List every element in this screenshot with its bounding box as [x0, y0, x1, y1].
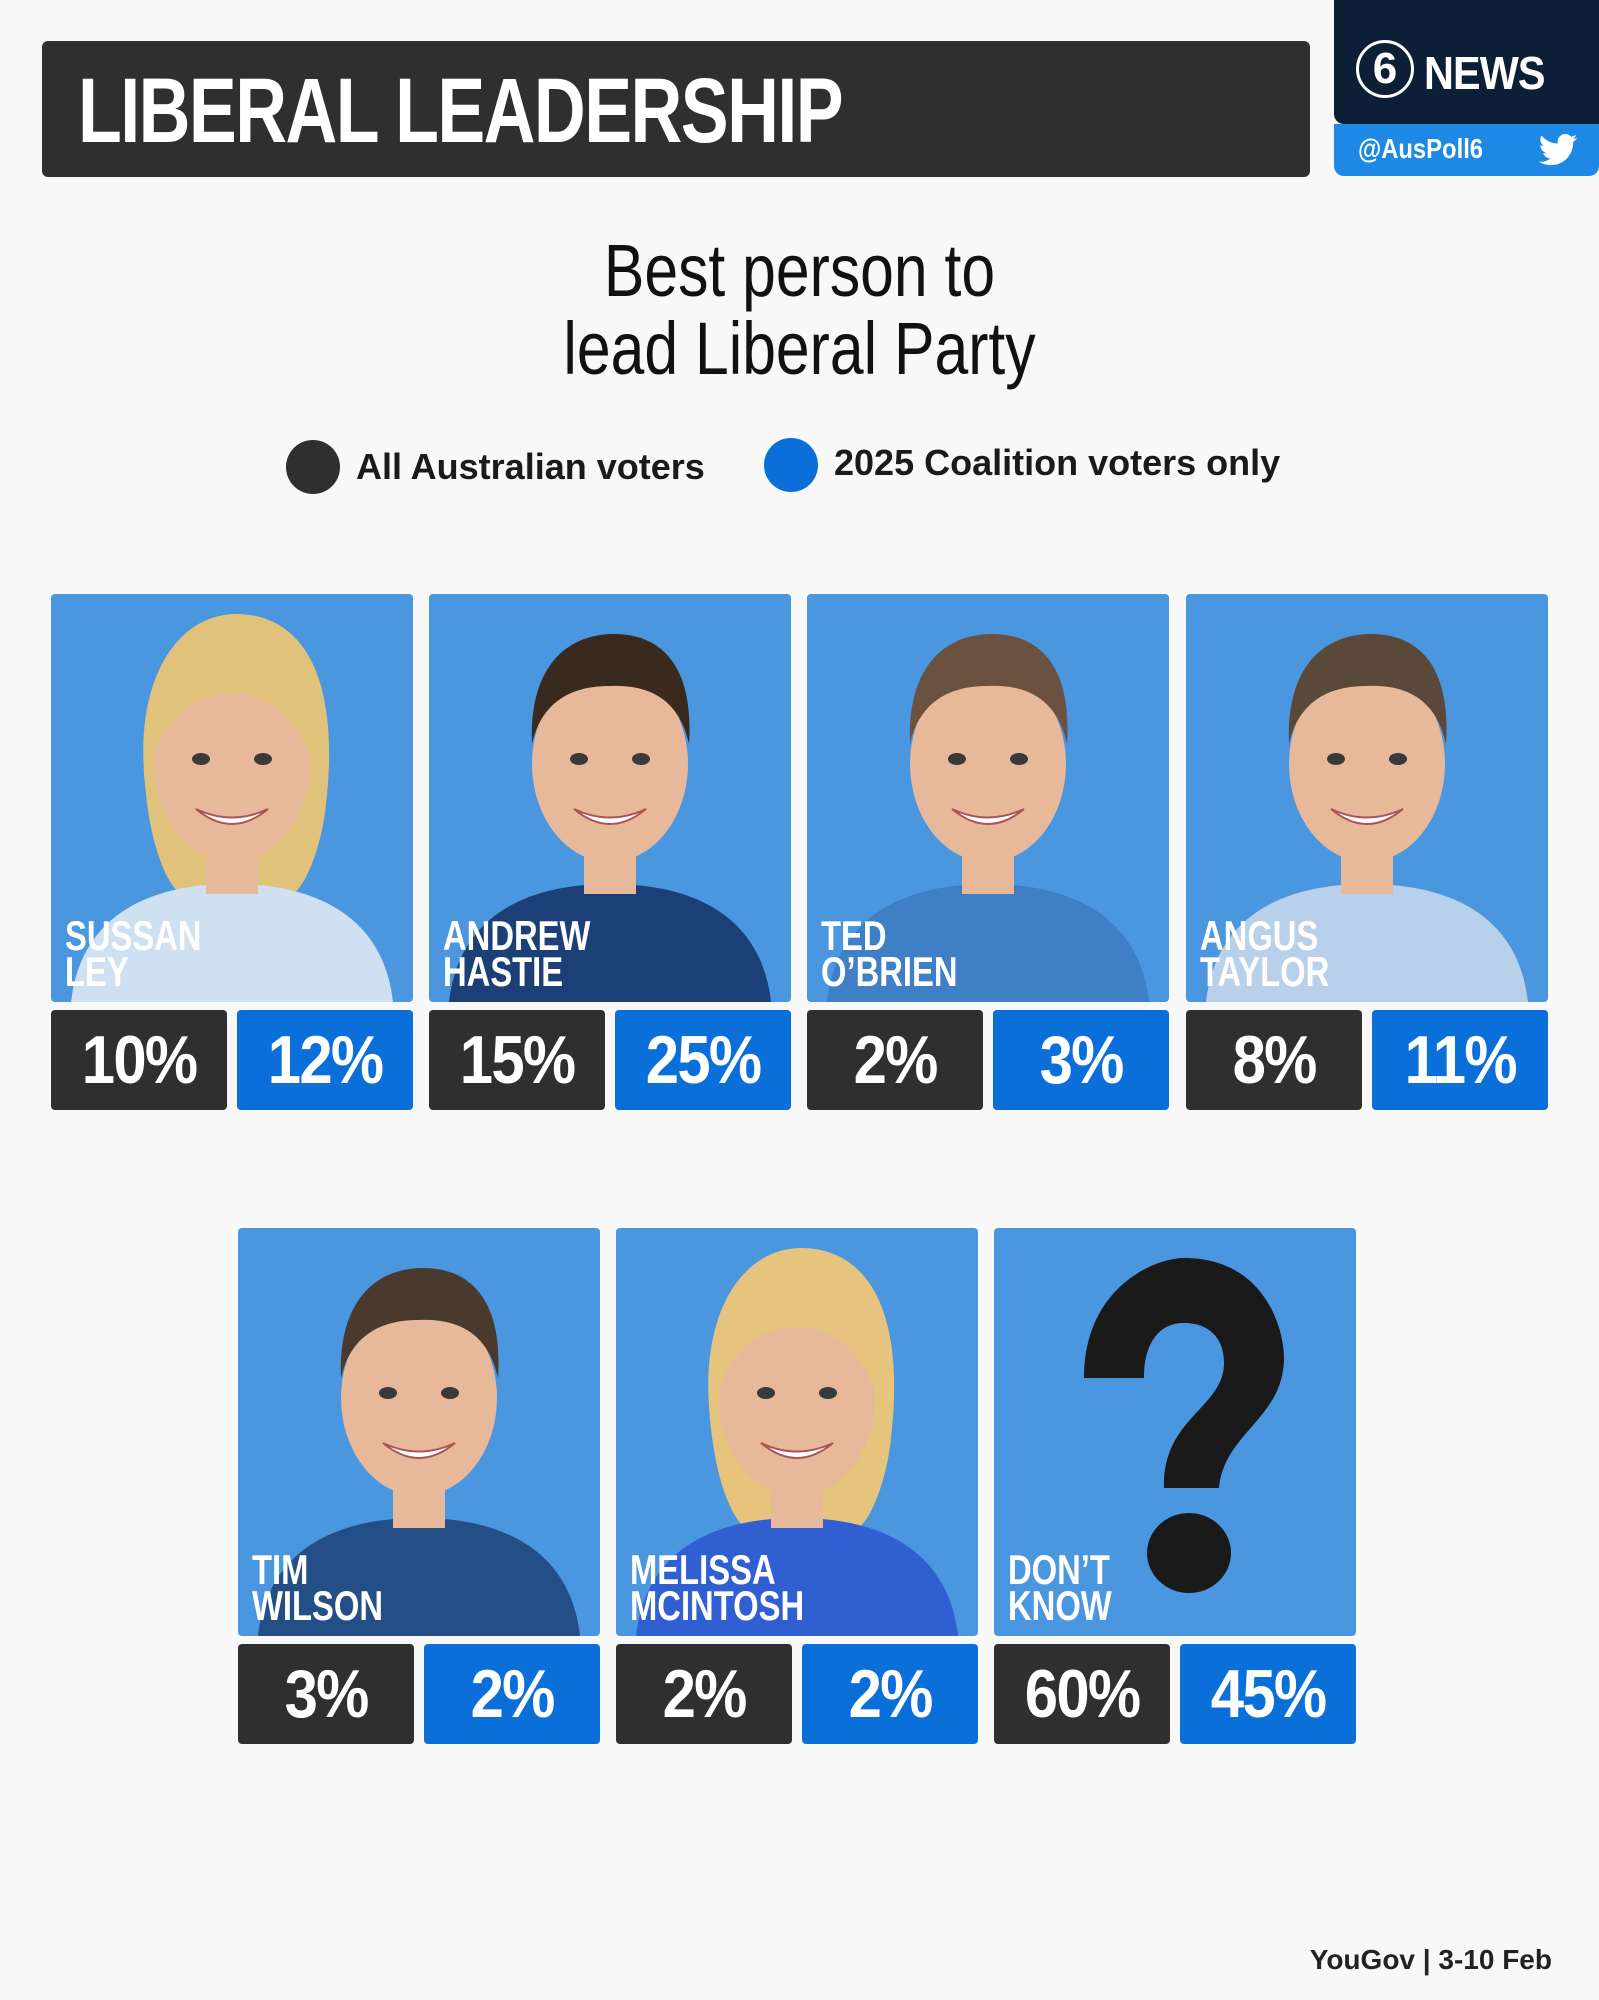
portrait-image [827, 634, 1149, 1002]
candidate-first-name: TED [821, 912, 887, 959]
all-voters-value: 2% [616, 1644, 792, 1744]
all-voters-value-text: 2% [662, 1656, 748, 1732]
candidate-last-name: KNOW [1008, 1582, 1112, 1629]
question-mark-icon [1084, 1258, 1284, 1593]
portrait-image [71, 614, 393, 1002]
coalition-voters-value: 45% [1180, 1644, 1356, 1744]
candidate-name: SUSSAN LEY [65, 912, 202, 995]
candidate-photo: ANGUS TAYLOR [1186, 594, 1548, 1002]
candidate-first-name: DON’T [1008, 1546, 1110, 1593]
coalition-voters-value-text: 45% [1210, 1656, 1327, 1732]
legend-dot-coalition-voters [764, 438, 818, 492]
all-voters-value-text: 8% [1232, 1022, 1318, 1098]
candidate-last-name: O’BRIEN [821, 948, 958, 995]
coalition-voters-value: 12% [237, 1010, 413, 1110]
legend: All Australian voters 2025 Coalition vot… [0, 436, 1599, 496]
candidate-name: MELISSA MCINTOSH [630, 1546, 805, 1629]
candidate-name: ANGUS TAYLOR [1200, 912, 1330, 995]
all-voters-value: 2% [807, 1010, 983, 1110]
portrait-image [449, 634, 771, 1002]
candidate-name: DON’T KNOW [1008, 1546, 1112, 1629]
coalition-voters-value-text: 3% [1039, 1022, 1125, 1098]
page-title: LIBERAL LEADERSHIP [78, 60, 844, 162]
source-note: YouGov | 3-10 Feb [1309, 1944, 1552, 1975]
coalition-voters-value-text: 12% [267, 1022, 384, 1098]
coalition-voters-value-text: 2% [470, 1656, 556, 1732]
candidate-last-name: TAYLOR [1200, 948, 1330, 995]
header-banner: LIBERAL LEADERSHIP [42, 41, 1310, 177]
portrait-image [636, 1248, 958, 1636]
coalition-voters-value: 25% [615, 1010, 791, 1110]
all-voters-value: 8% [1186, 1010, 1362, 1110]
candidate-last-name: WILSON [252, 1582, 384, 1629]
brand-logo: 6 NEWS @AusPoll6 [1334, 0, 1599, 176]
chart-title: Best person to lead Liberal Party [0, 232, 1599, 388]
all-voters-value-text: 3% [284, 1656, 370, 1732]
twitter-bird-icon [1538, 134, 1578, 166]
candidate-name: ANDREW HASTIE [443, 912, 591, 995]
portrait-image [1206, 634, 1528, 1002]
candidate-photo: ANDREW HASTIE [429, 594, 791, 1002]
legend-dot-all-voters [286, 440, 340, 494]
candidate-first-name: ANGUS [1200, 912, 1319, 959]
candidate-first-name: ANDREW [443, 912, 591, 959]
candidate-photo: DON’T KNOW [994, 1228, 1356, 1636]
candidate-name: TED O’BRIEN [821, 912, 958, 995]
candidate-photo: TIM WILSON [238, 1228, 600, 1636]
all-voters-value: 10% [51, 1010, 227, 1110]
coalition-voters-value-text: 25% [645, 1022, 762, 1098]
candidate-photo: TED O’BRIEN [807, 594, 1169, 1002]
all-voters-value-text: 2% [853, 1022, 939, 1098]
all-voters-value-text: 15% [459, 1022, 576, 1098]
all-voters-value-text: 10% [81, 1022, 198, 1098]
brand-number: 6 [1356, 40, 1414, 98]
chart-title-line1: Best person to [603, 229, 996, 312]
chart-title-line2: lead Liberal Party [563, 307, 1036, 390]
candidate-name: TIM WILSON [252, 1546, 384, 1629]
all-voters-value: 15% [429, 1010, 605, 1110]
coalition-voters-value: 11% [1372, 1010, 1548, 1110]
legend-label-all-voters: All Australian voters [356, 446, 705, 487]
all-voters-value: 60% [994, 1644, 1170, 1744]
candidate-first-name: MELISSA [630, 1546, 776, 1593]
brand-handle-bar[interactable]: @AusPoll6 [1334, 124, 1599, 176]
coalition-voters-value: 2% [424, 1644, 600, 1744]
all-voters-value: 3% [238, 1644, 414, 1744]
coalition-voters-value: 3% [993, 1010, 1169, 1110]
coalition-voters-value-text: 11% [1404, 1022, 1517, 1098]
candidate-last-name: LEY [65, 948, 129, 995]
candidate-photo: SUSSAN LEY [51, 594, 413, 1002]
brand-name: NEWS [1424, 47, 1545, 99]
all-voters-value-text: 60% [1024, 1656, 1141, 1732]
portrait-image [258, 1268, 580, 1636]
candidate-last-name: HASTIE [443, 948, 564, 995]
coalition-voters-value: 2% [802, 1644, 978, 1744]
candidate-first-name: TIM [252, 1546, 309, 1593]
candidate-last-name: MCINTOSH [630, 1582, 805, 1629]
candidate-photo: MELISSA MCINTOSH [616, 1228, 978, 1636]
coalition-voters-value-text: 2% [848, 1656, 934, 1732]
legend-label-coalition-voters: 2025 Coalition voters only [834, 442, 1281, 483]
candidate-first-name: SUSSAN [65, 912, 202, 959]
twitter-handle[interactable]: @AusPoll6 [1358, 133, 1484, 164]
brand-logo-top: 6 NEWS [1334, 0, 1599, 124]
